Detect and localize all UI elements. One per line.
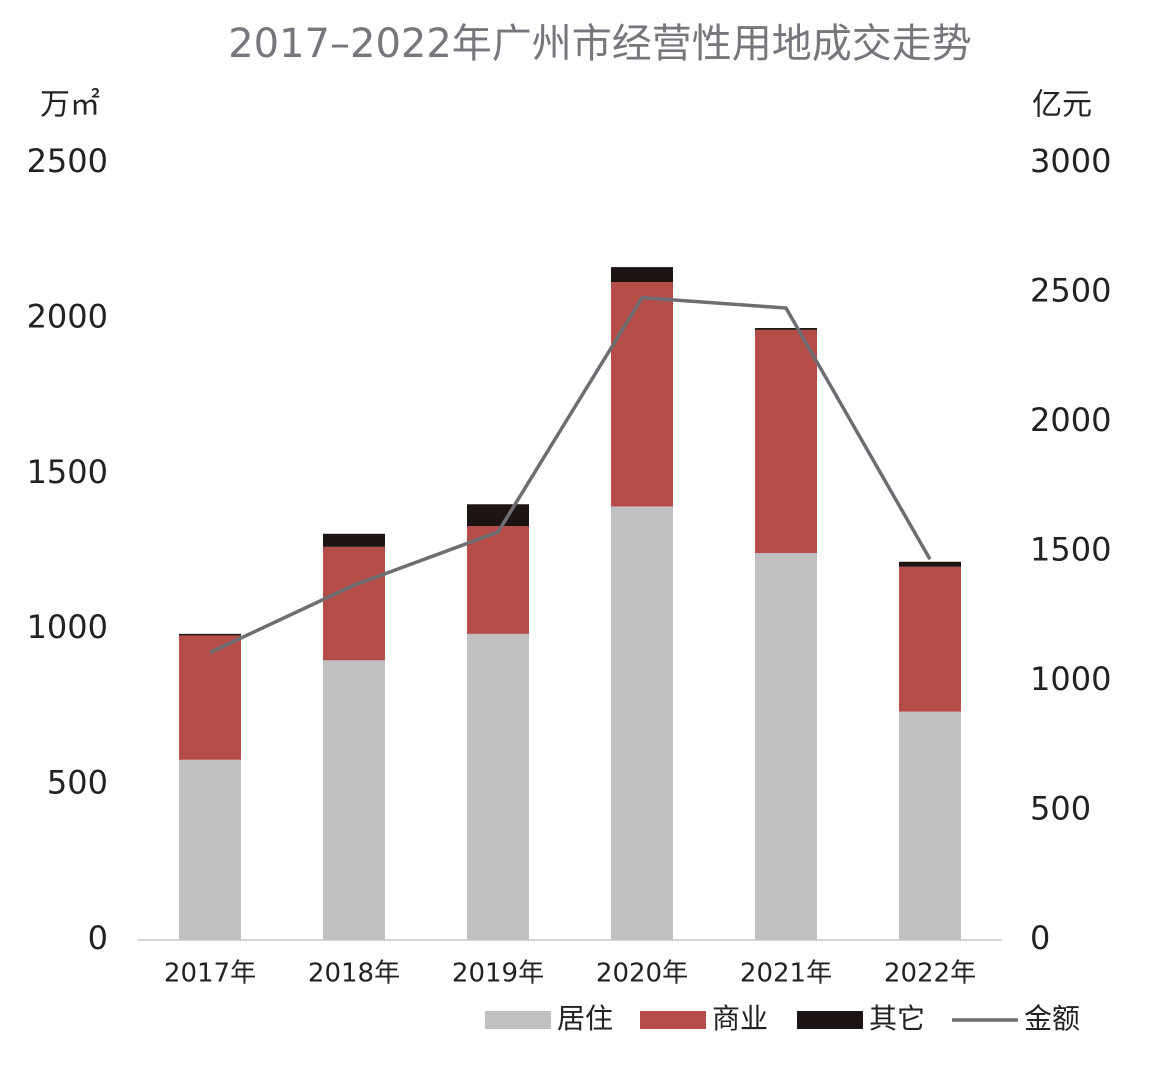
bar-segment <box>179 635 241 760</box>
y2-tick-label: 1500 <box>1030 531 1111 569</box>
y2-tick-label: 3000 <box>1030 142 1111 180</box>
legend-label: 金额 <box>1024 1002 1080 1035</box>
x-tick-label: 2021年 <box>740 959 832 989</box>
legend-label: 其它 <box>869 1002 925 1035</box>
y2-tick-label: 0 <box>1030 919 1050 957</box>
bar-segment <box>323 660 385 940</box>
bar-segment <box>899 711 961 940</box>
bar-segment <box>611 282 673 507</box>
line <box>209 295 932 655</box>
bar-segment <box>899 566 961 712</box>
y-tick-label: 2000 <box>27 297 108 335</box>
bar-segment <box>467 633 529 940</box>
y-tick-label: 0 <box>88 919 108 957</box>
legend-swatch <box>485 1011 551 1029</box>
x-tick-label: 2019年 <box>452 959 544 989</box>
x-tick-label: 2018年 <box>308 959 400 989</box>
y2-tick-label: 2500 <box>1030 272 1111 310</box>
y-tick-label: 2500 <box>27 142 108 180</box>
legend-swatch <box>797 1011 863 1029</box>
y-tick-label: 1000 <box>27 608 108 646</box>
bar-segment <box>755 328 817 330</box>
y2-tick-label: 2000 <box>1030 401 1111 439</box>
bar-segment <box>755 553 817 940</box>
y-tick-label: 1500 <box>27 453 108 491</box>
bar-segment <box>611 506 673 940</box>
bar-segment <box>467 504 529 527</box>
bar-segment <box>467 526 529 634</box>
x-tick-label: 2017年 <box>164 959 256 989</box>
chart-title: 2017–2022年广州市经营性用地成交走势 <box>228 21 972 67</box>
bar-segment <box>179 759 241 940</box>
bar-segment <box>899 561 961 567</box>
y2-tick-label: 1000 <box>1030 660 1111 698</box>
legend-swatch <box>640 1011 706 1029</box>
legend-label: 居住 <box>557 1002 613 1035</box>
bar-segment <box>611 267 673 283</box>
x-tick-label: 2020年 <box>596 959 688 989</box>
bar-segment <box>323 546 385 661</box>
y-axis-label: 万㎡ <box>40 88 100 123</box>
bar-segment <box>323 533 385 547</box>
legend-label: 商业 <box>712 1002 768 1035</box>
y2-tick-label: 500 <box>1030 790 1091 828</box>
bar-segment <box>179 633 241 636</box>
y2-axis-label: 亿元 <box>1032 88 1092 123</box>
y-tick-label: 500 <box>47 764 108 802</box>
bar-segment <box>755 329 817 554</box>
x-tick-label: 2022年 <box>884 959 976 989</box>
